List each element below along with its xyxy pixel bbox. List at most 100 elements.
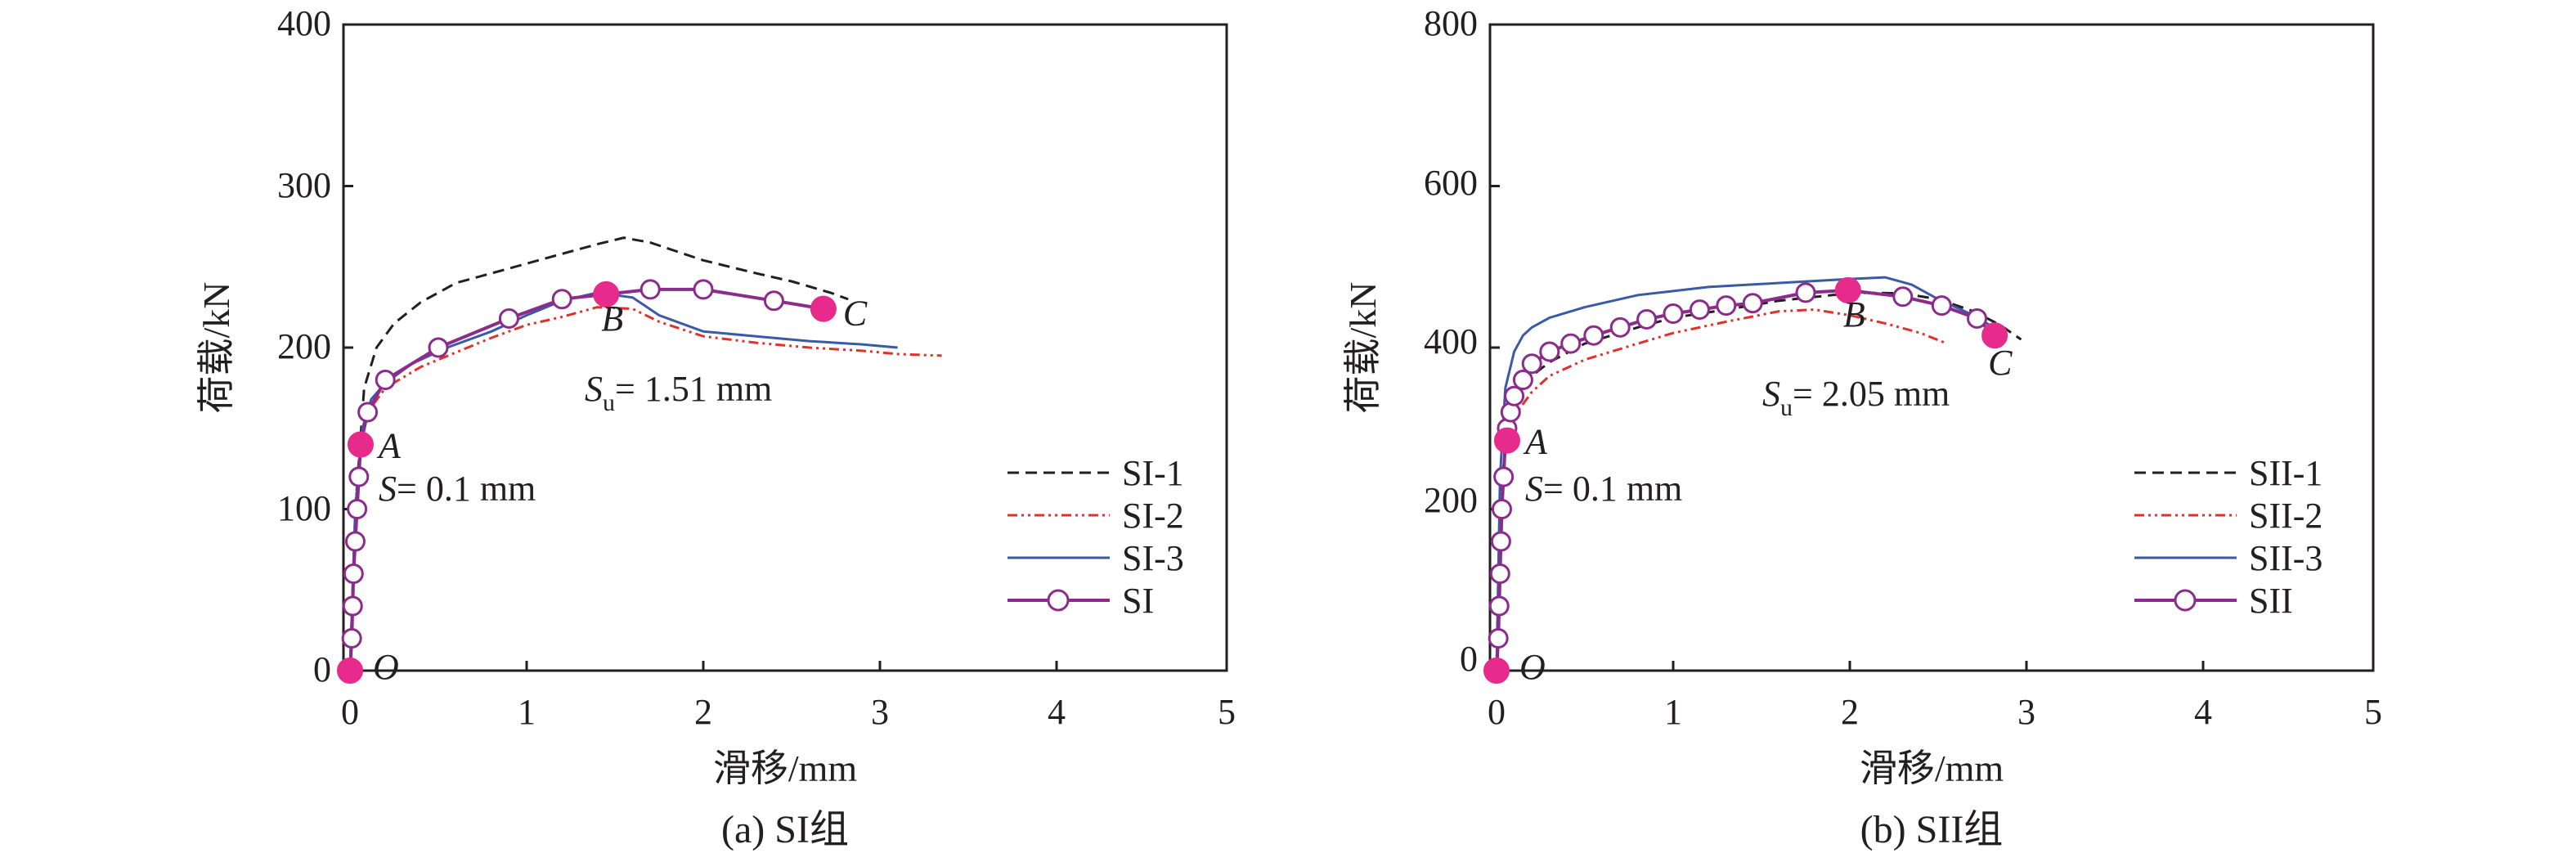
- chart-panel-b: 0 200 400 600 800 0 1 2 3 4 5 滑移/mm 荷载/k…: [1342, 3, 2382, 851]
- data-point: [341, 628, 362, 649]
- caption-a: (a) SI组: [721, 808, 849, 851]
- data-point: [1967, 308, 1988, 329]
- data-point: [498, 308, 519, 329]
- legend-marker: [2174, 589, 2197, 612]
- data-point: [1489, 563, 1510, 584]
- data-point: [1689, 299, 1710, 321]
- data-point: [1892, 286, 1914, 308]
- legend-label: SII-3: [2249, 538, 2322, 578]
- data-point: [1500, 402, 1521, 423]
- data-point: [348, 466, 370, 487]
- series-line-sii: [1495, 288, 1996, 671]
- key-point-o: [337, 658, 363, 684]
- data-point: [1931, 295, 1952, 317]
- data-point: [1560, 333, 1582, 354]
- series-line-sii-3: [1495, 276, 2001, 671]
- s-annotation-a: S= 0.1 mm: [379, 469, 536, 509]
- data-point: [693, 279, 714, 300]
- data-point: [1663, 303, 1684, 325]
- y-tick-label: 0: [1460, 639, 1478, 679]
- su-annotation-b: Su= 2.05 mm: [1762, 374, 1950, 421]
- data-point: [763, 290, 784, 312]
- y-tick-label: 0: [313, 649, 331, 689]
- x-tick-label: 5: [1218, 692, 1236, 732]
- data-point: [347, 499, 368, 519]
- data-point: [1490, 531, 1511, 552]
- x-tick-label: 5: [2364, 692, 2382, 732]
- key-point-label-o: O: [1519, 647, 1546, 687]
- legend-label: SII-2: [2249, 496, 2322, 536]
- legend-label: SI-3: [1122, 538, 1184, 578]
- series-line-si-2: [348, 306, 942, 671]
- key-point-label-c: C: [843, 294, 868, 334]
- data-point: [1512, 370, 1533, 390]
- data-point: [1488, 628, 1509, 649]
- data-point: [1491, 499, 1512, 519]
- data-point: [1488, 595, 1510, 617]
- plot-area-b: [1488, 23, 2375, 672]
- x-tick-label: 3: [871, 692, 889, 732]
- data-point: [342, 595, 363, 617]
- series-line-si-1: [348, 236, 849, 671]
- key-point-label-c: C: [1988, 343, 2013, 383]
- su-annotation-a: Su= 1.51 mm: [585, 369, 772, 416]
- x-tick-label: 3: [2017, 692, 2035, 732]
- legend-label: SI-1: [1122, 453, 1184, 493]
- legend-marker: [1047, 589, 1070, 612]
- data-point: [375, 370, 396, 390]
- legend-label: SII: [2249, 581, 2293, 621]
- data-point: [1609, 317, 1631, 338]
- x-tick-label: 0: [341, 692, 359, 732]
- data-point: [357, 402, 379, 423]
- data-point: [428, 337, 449, 358]
- chart-panel-a: 0 100 200 300 400 0 1 2 3 4 5 滑移/mm 荷载/k…: [195, 3, 1236, 851]
- data-point: [343, 563, 364, 584]
- caption-b: (b) SII组: [1860, 808, 2004, 851]
- data-point: [1504, 385, 1525, 406]
- y-tick-label: 800: [1424, 3, 1478, 43]
- data-point: [1539, 341, 1560, 362]
- x-tick-label: 0: [1488, 692, 1506, 732]
- legend-label: SI-2: [1122, 496, 1184, 536]
- key-point-a: [1493, 427, 1520, 454]
- x-tick-label: 1: [518, 692, 536, 732]
- key-point-b: [1834, 276, 1861, 303]
- data-point: [551, 289, 572, 310]
- x-axis-label-a: 滑移/mm: [713, 748, 858, 789]
- data-point: [1636, 308, 1658, 330]
- key-point-a: [347, 431, 374, 458]
- legend-a: SI-1SI-2SI-3SI: [1008, 453, 1184, 621]
- data-point: [1521, 353, 1542, 375]
- data-point: [344, 531, 366, 552]
- legend-label: SII-1: [2249, 453, 2322, 493]
- data-point: [1742, 293, 1763, 314]
- x-axis-label-b: 滑移/mm: [1860, 748, 2004, 789]
- key-point-b: [593, 281, 620, 308]
- legend-label: SI: [1122, 581, 1154, 621]
- y-tick-label: 100: [277, 488, 331, 528]
- y-axis-label-a: 荷载/kN: [195, 282, 237, 414]
- y-tick-label: 300: [277, 165, 331, 205]
- y-tick-label: 200: [277, 326, 331, 366]
- data-point: [1493, 466, 1515, 487]
- data-point: [1583, 325, 1604, 346]
- key-point-labels-b: O A B C: [1519, 294, 2013, 687]
- key-points-a: [337, 281, 837, 684]
- key-point-label-o: O: [373, 647, 399, 687]
- x-tick-label: 4: [1048, 692, 1066, 732]
- key-point-c: [1981, 322, 2008, 349]
- key-point-label-b: B: [601, 299, 623, 339]
- x-tick-label: 2: [694, 692, 712, 732]
- data-point: [1716, 295, 1737, 317]
- y-axis-label-b: 荷载/kN: [1342, 282, 1384, 414]
- key-point-labels-a: O A B C: [373, 294, 868, 687]
- s-annotation-b: S= 0.1 mm: [1525, 469, 1682, 509]
- y-tick-label: 400: [1424, 321, 1478, 361]
- plot-area-a: [342, 23, 1228, 672]
- data-point: [640, 279, 661, 300]
- key-point-label-a: A: [376, 426, 402, 466]
- key-point-label-b: B: [1843, 294, 1865, 334]
- y-tick-label: 600: [1424, 163, 1478, 203]
- axis-ticks-b: [1490, 23, 2205, 672]
